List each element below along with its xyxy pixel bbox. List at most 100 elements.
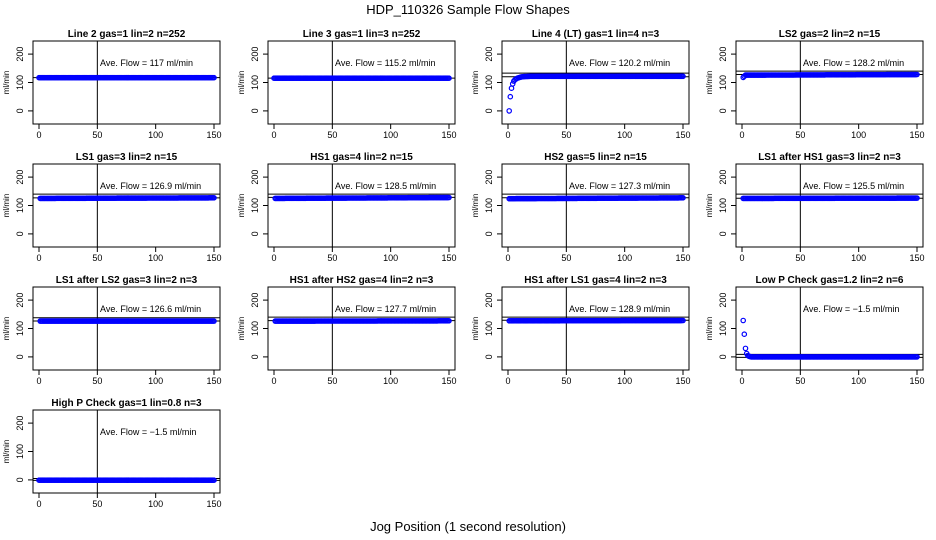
data-series <box>506 195 686 202</box>
average-flow-annotation: Ave. Flow = 127.7 ml/min <box>335 304 436 314</box>
y-tick-label: 100 <box>484 321 494 336</box>
x-tick-label: 150 <box>441 376 456 386</box>
y-axis-label: ml/min <box>2 194 11 218</box>
x-tick-label: 0 <box>505 253 510 263</box>
data-series <box>740 317 920 360</box>
y-axis-label: ml/min <box>705 194 714 218</box>
panel-frame <box>32 40 221 125</box>
x-tick-label: 100 <box>383 253 398 263</box>
y-tick-label: 0 <box>250 354 260 359</box>
panel-title: HS1 gas=4 lin=2 n=15 <box>310 152 413 163</box>
data-series <box>506 317 686 324</box>
y-axis-label: ml/min <box>237 71 246 95</box>
data-series <box>740 71 920 81</box>
y-tick-label: 200 <box>484 47 494 62</box>
panel-frame <box>501 163 690 248</box>
x-tick-label: 0 <box>36 376 41 386</box>
x-tick-label: 150 <box>441 253 456 263</box>
x-tick-label: 50 <box>795 376 805 386</box>
panel-title: HS2 gas=5 lin=2 n=15 <box>544 152 647 163</box>
data-series <box>37 318 217 324</box>
y-axis-label: ml/min <box>2 440 11 464</box>
x-tick-label: 100 <box>851 376 866 386</box>
data-series <box>271 75 452 82</box>
y-axis-label: ml/min <box>237 317 246 341</box>
average-flow-annotation: Ave. Flow = 125.5 ml/min <box>803 181 904 191</box>
data-point <box>211 318 217 324</box>
panel-8: LS1 after HS1 gas=3 lin=2 n=3 0 50 100 150 0 1… <box>705 152 925 263</box>
panel-frame <box>735 163 924 248</box>
x-tick-label: 50 <box>561 130 571 140</box>
x-tick-label: 50 <box>92 376 102 386</box>
y-axis-label: ml/min <box>2 71 11 95</box>
x-tick-label: 0 <box>271 130 276 140</box>
panel-3: Line 4 (LT) gas=1 lin=4 n=3 0 50 100 150 0 100… <box>471 29 691 140</box>
y-tick-label: 100 <box>250 321 260 336</box>
y-tick-label: 200 <box>718 47 728 62</box>
x-tick-label: 150 <box>675 253 690 263</box>
panel-title: Line 3 gas=1 lin=3 n=252 <box>303 29 421 40</box>
data-series <box>506 73 686 114</box>
average-flow-annotation: Ave. Flow = 126.6 ml/min <box>100 304 201 314</box>
data-point <box>446 317 452 324</box>
data-point <box>914 354 920 360</box>
y-tick-label: 0 <box>15 477 25 482</box>
y-tick-label: 100 <box>250 198 260 213</box>
y-tick-label: 0 <box>484 231 494 236</box>
y-tick-label: 200 <box>718 293 728 308</box>
y-tick-label: 200 <box>15 416 25 431</box>
x-tick-label: 150 <box>909 130 924 140</box>
y-axis-label: ml/min <box>705 71 714 95</box>
data-series <box>740 195 920 202</box>
figure-title: HDP_110326 Sample Flow Shapes <box>366 2 570 17</box>
y-axis-label: ml/min <box>2 317 11 341</box>
data-point <box>211 74 217 81</box>
panel-title: LS1 after HS1 gas=3 lin=2 n=3 <box>758 152 901 163</box>
y-tick-label: 200 <box>484 170 494 185</box>
panel-10: HS1 after HS2 gas=4 lin=2 n=3 0 50 100 150 0 1… <box>237 275 457 386</box>
average-flow-annotation: Ave. Flow = −1.5 ml/min <box>803 304 899 314</box>
data-series <box>37 195 217 202</box>
panel-11: HS1 after LS1 gas=4 lin=2 n=3 0 50 100 150 0 1… <box>471 275 691 386</box>
panel-title: LS1 gas=3 lin=2 n=15 <box>76 152 178 163</box>
x-tick-label: 50 <box>327 253 337 263</box>
panel-6: HS1 gas=4 lin=2 n=15 0 50 100 150 0 100 200 ml/m… <box>237 152 457 263</box>
data-point <box>211 477 217 484</box>
x-tick-label: 50 <box>92 499 102 509</box>
panel-13: High P Check gas=1 lin=0.8 n=3 0 50 100 150 0… <box>2 398 222 509</box>
panel-title: HS1 after HS2 gas=4 lin=2 n=3 <box>290 275 434 286</box>
data-series <box>272 317 452 324</box>
data-point <box>446 194 452 201</box>
x-tick-label: 50 <box>327 130 337 140</box>
y-axis-label: ml/min <box>237 194 246 218</box>
x-tick-label: 100 <box>148 376 163 386</box>
data-series <box>36 477 217 484</box>
panel-9: LS1 after LS2 gas=3 lin=2 n=3 0 50 100 150 0 1… <box>2 275 222 386</box>
x-tick-label: 50 <box>795 130 805 140</box>
panel-frame <box>501 286 690 371</box>
y-tick-label: 100 <box>250 75 260 90</box>
x-tick-label: 50 <box>92 253 102 263</box>
panel-4: LS2 gas=2 lin=2 n=15 0 50 100 150 0 100 200 ml/m… <box>705 29 925 140</box>
x-tick-label: 50 <box>795 253 805 263</box>
x-tick-label: 150 <box>909 376 924 386</box>
panel-frame <box>735 40 924 125</box>
x-tick-label: 100 <box>383 130 398 140</box>
y-tick-label: 0 <box>250 231 260 236</box>
average-flow-annotation: Ave. Flow = 115.2 ml/min <box>335 58 435 68</box>
y-axis-label: ml/min <box>471 317 480 341</box>
y-tick-label: 100 <box>718 321 728 336</box>
y-tick-label: 0 <box>15 354 25 359</box>
y-tick-label: 0 <box>15 231 25 236</box>
y-axis-label: ml/min <box>471 194 480 218</box>
average-flow-annotation: Ave. Flow = 128.5 ml/min <box>335 181 436 191</box>
data-point <box>446 75 452 82</box>
data-series <box>36 74 217 81</box>
panel-2: Line 3 gas=1 lin=3 n=252 0 50 100 150 0 100 200… <box>237 29 457 140</box>
x-tick-label: 150 <box>675 130 690 140</box>
y-tick-label: 0 <box>15 108 25 113</box>
y-tick-label: 0 <box>718 231 728 236</box>
x-tick-label: 50 <box>561 253 571 263</box>
x-tick-label: 0 <box>36 253 41 263</box>
